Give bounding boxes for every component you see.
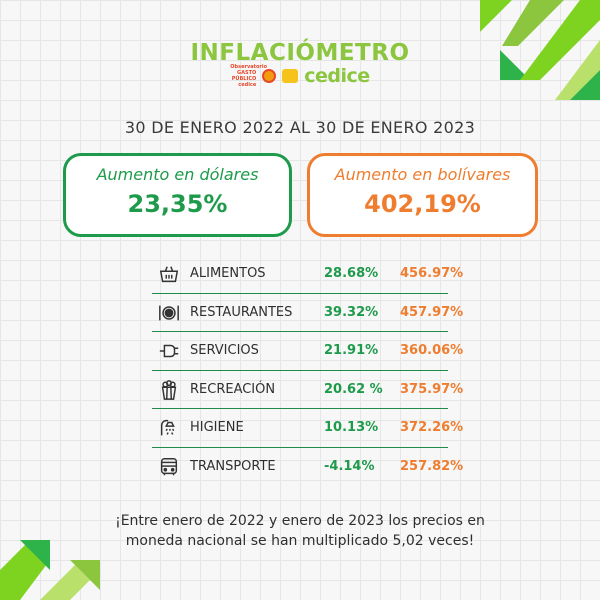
shower-icon [160, 419, 175, 436]
category-name: HIGIENE [190, 420, 244, 435]
usd-card-label: Aumento en dólares [96, 165, 259, 184]
inflaciometro-logo: INFLACIÓMETRO Observatorio GASTO PÚBLICO… [0, 40, 600, 88]
bus-icon [160, 457, 178, 475]
corner-arrows-bottom-left [0, 540, 100, 600]
bs-change: 360.06% [400, 343, 464, 358]
usd-increase-card: Aumento en dólares 23,35% [63, 153, 292, 237]
category-name: TRANSPORTE [190, 458, 276, 474]
category-name: ALIMENTOS [190, 266, 266, 281]
logo-sub-row: Observatorio GASTO PÚBLICO cedice cedice [0, 64, 600, 88]
bs-change: 457.97% [400, 304, 464, 320]
brand-name: cedice [304, 65, 370, 87]
table-row: RESTAURANTES 39.32% 457.97% [152, 294, 463, 332]
bs-change: 372.26% [400, 420, 464, 435]
date-range-title: 30 DE ENERO 2022 AL 30 DE ENERO 2023 [124, 118, 476, 137]
usd-change: -4.14% [324, 458, 375, 474]
bs-change: 456.97% [400, 266, 464, 281]
category-table: ALIMENTOS 28.68% 456.97% RESTAURANTES 39… [152, 255, 463, 487]
plate-cutlery-icon [159, 305, 179, 320]
category-name: RECREACIÓN [190, 381, 276, 397]
sponsor-logo: Observatorio GASTO PÚBLICO cedice [230, 64, 268, 88]
table-row: SERVICIOS 21.91% 360.06% [152, 332, 463, 371]
bs-change: 375.97% [400, 381, 464, 397]
usd-card-value: 23,35% [127, 190, 228, 218]
bs-increase-card: Aumento en bolívares 402,19% [307, 153, 538, 237]
popcorn-icon [161, 379, 177, 400]
logo-title: INFLACIÓMETRO [190, 40, 410, 66]
category-name: RESTAURANTES [190, 304, 293, 320]
table-row: RECREACIÓN 20.62 % 375.97% [152, 371, 463, 409]
usd-change: 10.13% [324, 420, 379, 435]
footer-line-1: ¡Entre enero de 2022 y enero de 2023 los… [115, 513, 485, 529]
bs-card-value: 402,19% [364, 190, 481, 218]
grocery-basket-icon [159, 266, 179, 283]
bs-change: 257.82% [400, 458, 464, 474]
corner-arrows-top-right [480, 0, 600, 100]
table-row: TRANSPORTE -4.14% 257.82% [152, 448, 463, 487]
sponsor-badge-icon [282, 69, 299, 83]
usd-change: 39.32% [324, 304, 379, 320]
power-plug-icon [159, 344, 179, 358]
footer-line-2: moneda nacional se han multiplicado 5,02… [125, 533, 475, 549]
table-row: HIGIENE 10.13% 372.26% [152, 409, 463, 448]
usd-change: 21.91% [324, 343, 379, 358]
usd-change: 28.68% [324, 266, 379, 281]
footer-note: ¡Entre enero de 2022 y enero de 2023 los… [0, 511, 600, 551]
sponsor-badge-icon [262, 69, 277, 83]
usd-change: 20.62 % [324, 381, 383, 397]
category-name: SERVICIOS [190, 343, 259, 358]
bs-card-label: Aumento en bolívares [334, 165, 511, 184]
table-row: ALIMENTOS 28.68% 456.97% [152, 255, 463, 294]
